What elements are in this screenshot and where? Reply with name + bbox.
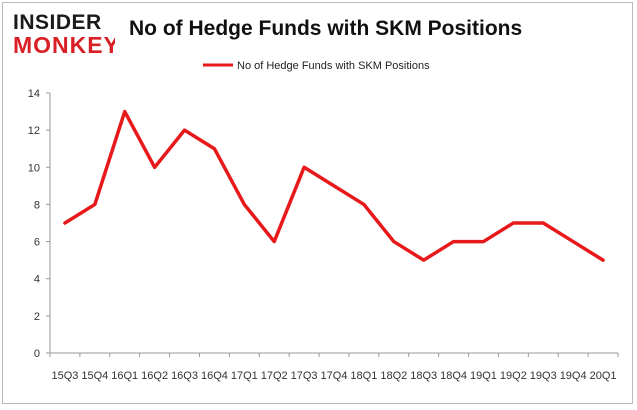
y-tick-label: 6 [34,237,40,249]
x-tick-label: 15Q4 [81,370,108,382]
legend: No of Hedge Funds with SKM Positions [203,60,430,72]
x-tick-label: 17Q4 [321,370,348,382]
x-tick-label: 16Q1 [111,370,138,382]
y-tick-label: 10 [28,162,40,174]
x-tick-label: 18Q2 [380,370,407,382]
series-group [65,111,603,260]
x-tick-label: 20Q1 [590,370,617,382]
y-tick-label: 4 [34,274,40,286]
y-tick-label: 12 [28,125,40,137]
x-tick-label: 18Q1 [350,370,377,382]
x-tick-label: 16Q3 [171,370,198,382]
x-tick-label: 16Q4 [201,370,228,382]
x-tick-label: 19Q3 [530,370,557,382]
x-tick-label: 17Q2 [261,370,288,382]
y-tick-label: 14 [28,88,40,100]
y-tick-label: 2 [34,311,40,323]
x-tick-label: 18Q3 [410,370,437,382]
line-chart: No of Hedge Funds with SKM Positions 0 2 4… [3,3,632,403]
y-tick-label: 8 [34,199,40,211]
y-axis-ticks: 0 2 4 6 8 10 12 14 [28,88,50,360]
y-tick-label: 0 [34,348,40,360]
x-tick-label: 16Q2 [141,370,168,382]
x-tick-label: 19Q2 [500,370,527,382]
x-tick-label: 15Q3 [51,370,78,382]
x-tick-label: 18Q4 [440,370,467,382]
x-tick-label: 19Q4 [560,370,587,382]
legend-label: No of Hedge Funds with SKM Positions [237,60,430,72]
x-tick-label: 19Q1 [470,370,497,382]
x-tick-label: 17Q1 [231,370,258,382]
x-tick-label: 17Q3 [291,370,318,382]
chart-frame: INSIDER MONKEY No of Hedge Funds with SK… [2,2,633,404]
